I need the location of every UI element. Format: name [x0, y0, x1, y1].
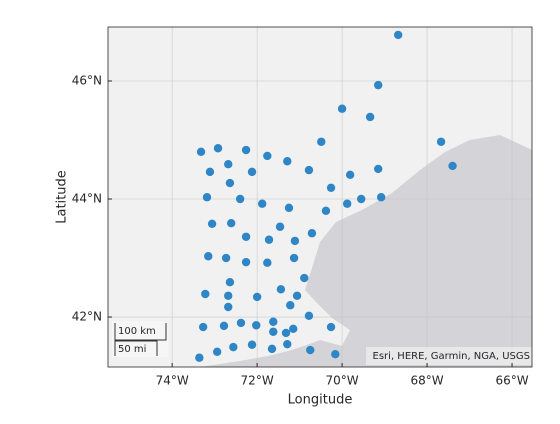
y-tick-label: 44°N [72, 192, 102, 206]
axes-box [107, 26, 533, 368]
point [213, 144, 223, 153]
point [219, 321, 229, 331]
point [235, 194, 245, 204]
attribution-bg [366, 347, 532, 365]
x-tick-label: 74°W [156, 374, 189, 388]
point [275, 222, 285, 231]
point [247, 167, 257, 177]
point [195, 353, 204, 362]
x-axis-label: Longitude [288, 393, 353, 408]
point [252, 292, 262, 302]
scale-label: 100 km [118, 326, 156, 337]
y-tick-label: 42°N [72, 310, 102, 324]
scale-mi [114, 340, 158, 356]
point [252, 321, 261, 330]
point [374, 80, 383, 90]
point [286, 301, 295, 310]
point [326, 322, 336, 332]
point [264, 235, 274, 244]
point [304, 311, 314, 321]
ocean [200, 135, 532, 367]
point [205, 167, 215, 177]
point [365, 112, 375, 122]
point [241, 145, 251, 155]
point [229, 342, 238, 352]
point [376, 193, 386, 202]
point [292, 291, 302, 300]
point [448, 161, 457, 171]
point [269, 327, 278, 336]
y-axis-label: Latitude [55, 170, 70, 224]
point [281, 328, 291, 338]
point [247, 340, 257, 349]
point [290, 236, 300, 246]
point [258, 199, 267, 208]
scale-label: 50 mi [118, 344, 146, 355]
point [227, 218, 236, 228]
point [204, 252, 213, 261]
point [263, 151, 272, 161]
point [436, 137, 446, 146]
x-tick-label: 68°W [410, 374, 443, 388]
x-tick-label: 70°W [326, 374, 359, 388]
point [241, 232, 251, 241]
point [326, 183, 336, 192]
point [224, 302, 233, 312]
attribution: Esri, HERE, Garmin, NGA, USGS [373, 351, 530, 362]
point [221, 253, 231, 263]
scale-bar: 100 km 50 mi [112, 321, 168, 357]
point [283, 157, 292, 166]
point [241, 257, 251, 267]
point [306, 345, 315, 355]
point [342, 199, 352, 208]
point [212, 347, 222, 357]
point [225, 178, 235, 188]
x-tick-label: 72°W [241, 374, 274, 388]
point [225, 278, 235, 287]
point [345, 170, 355, 180]
point [201, 289, 210, 299]
point [267, 344, 277, 354]
point [263, 258, 272, 267]
point [331, 349, 340, 359]
point [269, 317, 278, 326]
point [300, 273, 309, 283]
point [198, 322, 208, 332]
point [276, 285, 286, 294]
point [236, 318, 246, 328]
y-tick-label: 46°N [72, 73, 102, 87]
point [284, 203, 294, 213]
point [321, 206, 331, 216]
scale-km [114, 323, 167, 341]
point [207, 219, 217, 228]
scale-bg [112, 321, 168, 357]
point [196, 147, 206, 157]
point [224, 291, 233, 300]
point [357, 194, 366, 204]
point [393, 30, 403, 40]
point [289, 324, 298, 334]
x-tick-label: 66°W [495, 374, 528, 388]
point [307, 229, 317, 238]
point [224, 159, 233, 169]
point [304, 165, 314, 175]
point [337, 104, 347, 113]
point [374, 164, 383, 174]
point [202, 193, 212, 202]
point [317, 137, 326, 146]
point [289, 253, 299, 263]
point [283, 339, 292, 349]
